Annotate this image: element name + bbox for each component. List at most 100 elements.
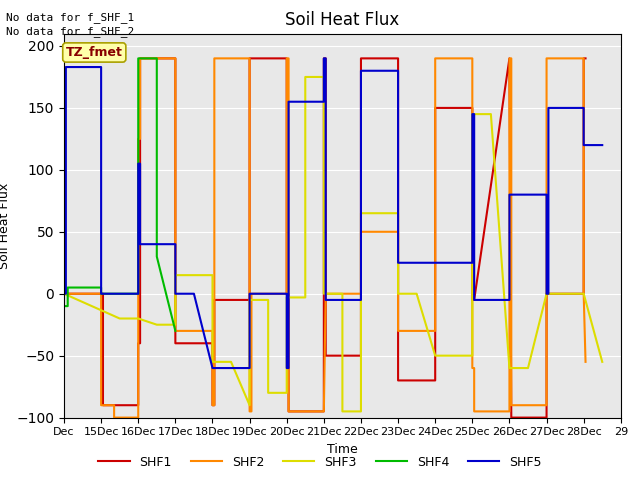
- SHF3: [153, 322, 161, 327]
- SHF5: [543, 192, 550, 197]
- SHF5: [394, 260, 402, 265]
- SHF2: [285, 56, 292, 61]
- SHF4: [64, 303, 72, 309]
- SHF3: [413, 291, 420, 297]
- SHF1: [134, 402, 142, 408]
- SHF5: [172, 241, 179, 247]
- SHF3: [116, 316, 124, 322]
- SHF5: [62, 64, 70, 70]
- SHF4: [153, 56, 161, 61]
- SHF4: [153, 254, 161, 260]
- SHF3: [598, 359, 606, 365]
- SHF2: [582, 359, 589, 365]
- SHF3: [264, 390, 272, 396]
- SHF5: [357, 68, 365, 73]
- SHF2: [357, 229, 365, 235]
- SHF1: [248, 56, 255, 61]
- SHF2: [209, 328, 216, 334]
- SHF2: [431, 56, 439, 61]
- SHF5: [264, 291, 272, 297]
- SHF2: [508, 402, 515, 408]
- SHF1: [246, 56, 253, 61]
- SHF5: [506, 192, 513, 197]
- SHF1: [283, 291, 291, 297]
- SHF5: [136, 241, 144, 247]
- SHF5: [172, 291, 179, 297]
- SHF5: [357, 297, 365, 303]
- SHF1: [283, 56, 291, 61]
- SHF4: [60, 303, 68, 309]
- SHF5: [320, 56, 328, 61]
- SHF1: [468, 297, 476, 303]
- SHF1: [211, 297, 218, 303]
- SHF2: [508, 56, 515, 61]
- SHF5: [209, 365, 216, 371]
- SHF1: [508, 415, 515, 420]
- SHF5: [134, 291, 142, 297]
- SHF3: [468, 353, 476, 359]
- SHF2: [470, 365, 478, 371]
- SHF2: [211, 56, 218, 61]
- SHF2: [580, 56, 588, 61]
- SHF5: [264, 291, 272, 297]
- SHF5: [580, 142, 588, 148]
- SHF2: [396, 328, 404, 334]
- SHF3: [227, 359, 235, 365]
- SHF1: [99, 291, 107, 297]
- SHF5: [394, 68, 402, 73]
- SHF2: [172, 328, 179, 334]
- SHF2: [211, 402, 218, 408]
- SHF1: [543, 415, 550, 420]
- SHF5: [97, 64, 105, 70]
- SHF5: [580, 105, 588, 111]
- SHF2: [246, 408, 253, 414]
- SHF3: [301, 295, 309, 300]
- Line: SHF4: SHF4: [64, 59, 175, 331]
- SHF4: [172, 328, 179, 334]
- SHF5: [545, 291, 552, 297]
- SHF3: [450, 353, 458, 359]
- SHF3: [190, 272, 198, 278]
- SHF1: [359, 56, 367, 61]
- SHF5: [545, 105, 552, 111]
- SHF3: [320, 74, 328, 80]
- Text: No data for f_SHF_2: No data for f_SHF_2: [6, 26, 134, 37]
- SHF3: [60, 291, 68, 297]
- SHF2: [134, 136, 142, 142]
- SHF3: [301, 74, 309, 80]
- SHF2: [506, 56, 513, 61]
- SHF5: [561, 105, 569, 111]
- SHF5: [468, 260, 476, 265]
- SHF2: [248, 291, 255, 297]
- SHF2: [506, 408, 513, 414]
- SHF2: [580, 291, 588, 297]
- SHF5: [322, 297, 330, 303]
- SHF2: [394, 328, 402, 334]
- SHF2: [97, 291, 105, 297]
- SHF2: [134, 415, 142, 420]
- SHF1: [99, 402, 107, 408]
- SHF1: [357, 56, 365, 61]
- SHF5: [285, 99, 292, 105]
- SHF3: [339, 408, 346, 414]
- SHF1: [468, 105, 476, 111]
- SHF2: [97, 402, 105, 408]
- SHF5: [97, 291, 105, 297]
- SHF3: [172, 322, 179, 327]
- SHF3: [283, 295, 291, 300]
- SHF3: [487, 111, 495, 117]
- Text: No data for f_SHF_1: No data for f_SHF_1: [6, 12, 134, 23]
- SHF2: [543, 56, 550, 61]
- SHF1: [211, 402, 218, 408]
- SHF5: [431, 260, 439, 265]
- SHF3: [580, 291, 588, 297]
- SHF5: [62, 291, 70, 297]
- SHF5: [283, 365, 291, 371]
- SHF3: [209, 359, 216, 365]
- SHF3: [209, 272, 216, 278]
- SHF2: [110, 415, 118, 420]
- SHF3: [339, 291, 346, 297]
- SHF1: [580, 291, 588, 297]
- SHF3: [506, 365, 513, 371]
- SHF5: [153, 241, 161, 247]
